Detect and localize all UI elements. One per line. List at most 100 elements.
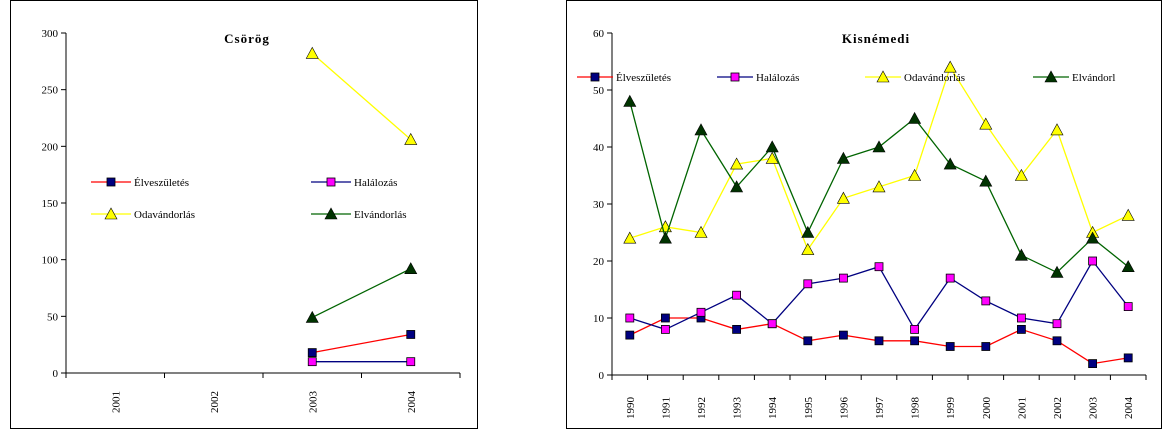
chart-title: Csörög	[224, 31, 270, 46]
chart-panel-csorog: 0 50 100 150 200 250 300 2001 2002 2003 2004 Csörög…	[10, 0, 478, 429]
chart-panel-kisnemedi: 0 10 20 30 40 50 60 1990 1991 1992 1993 1994 1995 199…	[566, 0, 1162, 429]
legend-label: Halálozás	[756, 72, 799, 84]
x-tick-label: 1995	[803, 397, 815, 420]
x-tick-label: 1992	[696, 397, 708, 419]
y-tick-label: 60	[593, 28, 605, 40]
x-tick-label: 1996	[838, 397, 850, 420]
data-point-1	[945, 273, 955, 283]
y-tick-label: 300	[42, 28, 59, 40]
data-point-1	[1123, 302, 1133, 312]
data-point-2	[765, 151, 779, 164]
x-tick-label: 2003	[1088, 397, 1100, 420]
data-point-3	[694, 123, 708, 136]
data-point-3	[943, 157, 957, 170]
x-tick-label: 2001	[1016, 397, 1028, 419]
data-point-1	[406, 357, 416, 367]
data-point-0	[803, 336, 813, 346]
data-point-3	[305, 310, 319, 323]
data-point-1	[732, 290, 742, 300]
data-point-3	[730, 180, 744, 193]
data-point-2	[801, 242, 815, 255]
data-point-0	[910, 336, 920, 346]
x-tick-label: 2004	[1123, 397, 1135, 420]
y-tick-label: 150	[42, 198, 59, 210]
data-point-1	[307, 357, 317, 367]
data-point-0	[981, 342, 991, 351]
data-point-3	[765, 140, 779, 153]
data-point-0	[1052, 336, 1062, 346]
y-tick-label: 40	[593, 142, 605, 154]
data-point-2	[1014, 168, 1028, 181]
x-tick-label: 1994	[767, 397, 779, 420]
y-tick-label: 50	[593, 85, 605, 97]
x-tick-label: 1993	[732, 397, 744, 420]
data-point-0	[1088, 359, 1097, 369]
y-tick-label: 250	[42, 85, 59, 97]
legend-marker	[1044, 70, 1058, 83]
x-tick-label: 2002	[1052, 397, 1064, 419]
legend-label: Élveszületés	[134, 177, 189, 189]
data-point-3	[836, 151, 850, 164]
x-tick-label: 2003	[307, 391, 319, 414]
legend-marker	[324, 207, 338, 220]
y-tick-label: 10	[593, 313, 605, 325]
data-point-1	[1088, 256, 1097, 266]
data-point-1	[767, 319, 777, 329]
data-point-2	[623, 231, 637, 244]
data-point-3	[979, 174, 993, 187]
data-point-1	[625, 313, 635, 323]
x-tick-label: 2001	[110, 391, 122, 413]
data-point-0	[838, 330, 848, 340]
data-point-2	[872, 180, 886, 193]
y-tick-label: 20	[593, 256, 605, 268]
data-point-3	[623, 94, 637, 107]
data-point-1	[1016, 313, 1026, 323]
data-point-1	[1052, 319, 1062, 329]
data-point-0	[625, 330, 635, 340]
data-point-0	[945, 342, 955, 351]
data-point-1	[838, 273, 848, 283]
y-tick-label: 200	[42, 141, 59, 153]
legend-label: Odavándorlás	[904, 72, 965, 84]
data-point-1	[981, 296, 991, 306]
y-tick-label: 100	[42, 255, 59, 267]
data-point-0	[307, 348, 317, 358]
data-point-0	[1123, 353, 1133, 363]
x-tick-label: 2004	[406, 391, 418, 414]
y-tick-label: 0	[53, 368, 59, 380]
y-tick-label: 0	[599, 370, 605, 382]
series-line-3	[311, 268, 412, 319]
data-point-0	[874, 336, 884, 346]
x-tick-label: 2002	[209, 391, 221, 413]
data-point-2	[305, 46, 319, 59]
x-tick-label: 2000	[981, 397, 993, 420]
data-point-2	[404, 132, 418, 145]
y-tick-label: 50	[47, 311, 59, 323]
data-point-1	[910, 324, 920, 334]
data-point-3	[404, 262, 418, 275]
series-line-2	[311, 52, 412, 141]
data-point-3	[872, 140, 886, 153]
chart-title: Kisnémedi	[842, 31, 910, 46]
x-tick-label: 1999	[945, 397, 957, 420]
legend-label: Halálozás	[354, 177, 397, 189]
y-tick-label: 30	[593, 199, 605, 211]
data-point-3	[801, 225, 815, 238]
data-point-2	[908, 168, 922, 181]
data-point-3	[658, 231, 672, 244]
legend-label: Élveszületés	[616, 72, 671, 84]
legend-marker	[106, 177, 116, 187]
x-tick-label: 1998	[910, 397, 922, 420]
data-point-3	[1086, 231, 1100, 244]
x-tick-label: 1997	[874, 397, 886, 420]
legend-label: Elvándorlás	[354, 209, 407, 221]
legend-marker	[590, 72, 600, 82]
data-point-2	[979, 117, 993, 130]
data-point-2	[1121, 208, 1135, 221]
data-point-2	[694, 225, 708, 238]
data-point-1	[803, 279, 813, 289]
legend-marker	[876, 70, 890, 83]
chart-csorog: 0 50 100 150 200 250 300 2001 2002 2003 2004 Csörög…	[42, 28, 461, 414]
data-point-3	[908, 111, 922, 124]
data-point-3	[1014, 248, 1028, 261]
